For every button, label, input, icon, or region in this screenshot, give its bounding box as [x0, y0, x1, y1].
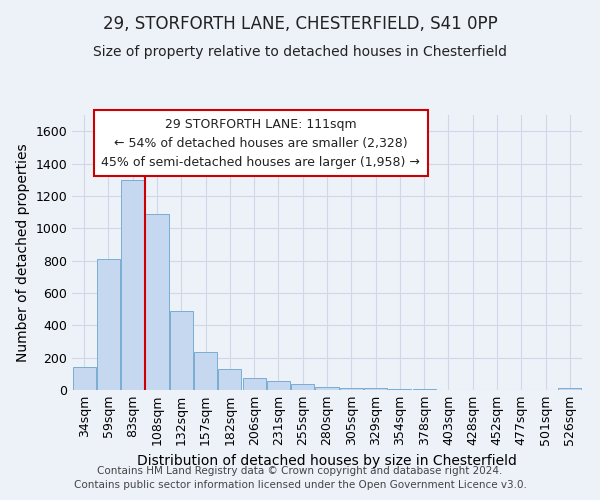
Bar — [242, 378, 266, 390]
Bar — [73, 368, 95, 390]
Bar — [291, 384, 314, 390]
Bar — [267, 381, 290, 390]
Bar — [340, 388, 363, 390]
Bar — [218, 369, 241, 390]
Y-axis label: Number of detached properties: Number of detached properties — [16, 143, 30, 362]
Bar — [145, 214, 169, 390]
Text: 29, STORFORTH LANE, CHESTERFIELD, S41 0PP: 29, STORFORTH LANE, CHESTERFIELD, S41 0P… — [103, 15, 497, 33]
Bar — [194, 352, 217, 390]
Bar — [316, 387, 338, 390]
Bar — [413, 389, 436, 390]
Bar — [559, 388, 581, 390]
Bar — [121, 180, 144, 390]
Bar — [97, 259, 120, 390]
Text: 29 STORFORTH LANE: 111sqm
← 54% of detached houses are smaller (2,328)
45% of se: 29 STORFORTH LANE: 111sqm ← 54% of detac… — [101, 118, 420, 169]
Bar — [170, 310, 193, 390]
Bar — [388, 389, 412, 390]
Text: Size of property relative to detached houses in Chesterfield: Size of property relative to detached ho… — [93, 45, 507, 59]
Text: Contains HM Land Registry data © Crown copyright and database right 2024.
Contai: Contains HM Land Registry data © Crown c… — [74, 466, 526, 490]
Bar — [364, 388, 387, 390]
X-axis label: Distribution of detached houses by size in Chesterfield: Distribution of detached houses by size … — [137, 454, 517, 468]
